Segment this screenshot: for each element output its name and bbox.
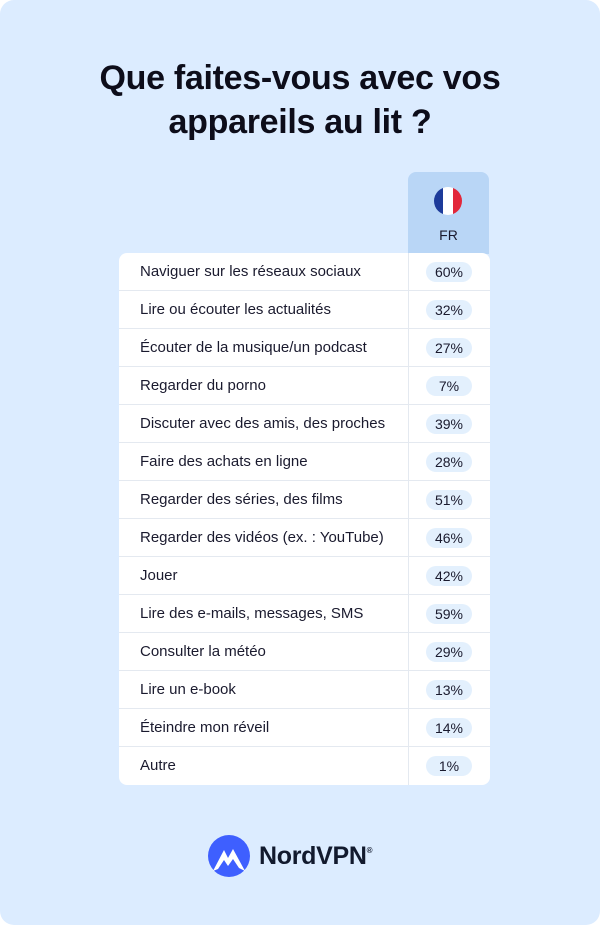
title-line-1: Que faites-vous avec vos xyxy=(99,59,501,97)
table-row: Consulter la météo 29% xyxy=(119,633,490,671)
row-label: Naviguer sur les réseaux sociaux xyxy=(140,263,361,280)
value-cell: 60% xyxy=(408,253,490,290)
logo-text: NordVPN® xyxy=(259,841,373,870)
table-row: Regarder des vidéos (ex. : YouTube) 46% xyxy=(119,519,490,557)
value-pill: 60% xyxy=(426,262,472,282)
value-pill: 39% xyxy=(426,414,472,434)
value-cell: 13% xyxy=(408,671,490,708)
table-row: Discuter avec des amis, des proches 39% xyxy=(119,405,490,443)
table-row: Regarder des séries, des films 51% xyxy=(119,481,490,519)
row-label: Lire ou écouter les actualités xyxy=(140,301,331,318)
value-pill: 42% xyxy=(426,566,472,586)
value-pill: 7% xyxy=(426,376,472,396)
value-pill: 1% xyxy=(426,756,472,776)
value-cell: 51% xyxy=(408,481,490,518)
nordvpn-mountain-icon xyxy=(208,835,250,877)
value-pill: 59% xyxy=(426,604,472,624)
row-label: Jouer xyxy=(140,567,178,584)
table-row: Naviguer sur les réseaux sociaux 60% xyxy=(119,253,490,291)
value-pill: 32% xyxy=(426,300,472,320)
table-row: Faire des achats en ligne 28% xyxy=(119,443,490,481)
value-cell: 39% xyxy=(408,405,490,442)
value-cell: 42% xyxy=(408,557,490,594)
france-flag-icon xyxy=(434,187,462,215)
value-pill: 29% xyxy=(426,642,472,662)
column-label: FR xyxy=(439,227,458,243)
row-label: Éteindre mon réveil xyxy=(140,719,270,736)
row-label: Faire des achats en ligne xyxy=(140,453,308,470)
data-table: Naviguer sur les réseaux sociaux 60% Lire … xyxy=(119,253,490,785)
table-row: Écouter de la musique/un podcast 27% xyxy=(119,329,490,367)
table-row: Éteindre mon réveil 14% xyxy=(119,709,490,747)
chart-title: Que faites-vous avec vos appareils au li… xyxy=(0,56,600,144)
row-label: Discuter avec des amis, des proches xyxy=(140,415,386,432)
value-cell: 1% xyxy=(408,747,490,785)
nordvpn-logo: NordVPN® xyxy=(207,835,373,877)
column-header-fr: FR xyxy=(408,172,489,254)
row-label: Regarder du porno xyxy=(140,377,266,394)
row-label: Consulter la météo xyxy=(140,643,266,660)
value-cell: 7% xyxy=(408,367,490,404)
row-label: Lire un e-book xyxy=(140,681,236,698)
value-cell: 14% xyxy=(408,709,490,746)
table-row: Jouer 42% xyxy=(119,557,490,595)
value-cell: 28% xyxy=(408,443,490,480)
row-label: Lire des e-mails, messages, SMS xyxy=(140,605,364,622)
value-pill: 27% xyxy=(426,338,472,358)
table-row: Lire un e-book 13% xyxy=(119,671,490,709)
value-pill: 13% xyxy=(426,680,472,700)
value-cell: 59% xyxy=(408,595,490,632)
table-row: Lire des e-mails, messages, SMS 59% xyxy=(119,595,490,633)
row-label: Regarder des vidéos (ex. : YouTube) xyxy=(140,529,384,546)
value-pill: 28% xyxy=(426,452,472,472)
row-label: Regarder des séries, des films xyxy=(140,491,343,508)
value-cell: 32% xyxy=(408,291,490,328)
value-cell: 29% xyxy=(408,633,490,670)
table-row: Regarder du porno 7% xyxy=(119,367,490,405)
row-label: Autre xyxy=(140,757,176,774)
title-line-2: appareils au lit ? xyxy=(168,103,432,141)
value-pill: 51% xyxy=(426,490,472,510)
value-pill: 14% xyxy=(426,718,472,738)
row-label: Écouter de la musique/un podcast xyxy=(140,339,367,356)
value-cell: 46% xyxy=(408,519,490,556)
table-row: Autre 1% xyxy=(119,747,490,785)
value-cell: 27% xyxy=(408,329,490,366)
table-row: Lire ou écouter les actualités 32% xyxy=(119,291,490,329)
value-pill: 46% xyxy=(426,528,472,548)
